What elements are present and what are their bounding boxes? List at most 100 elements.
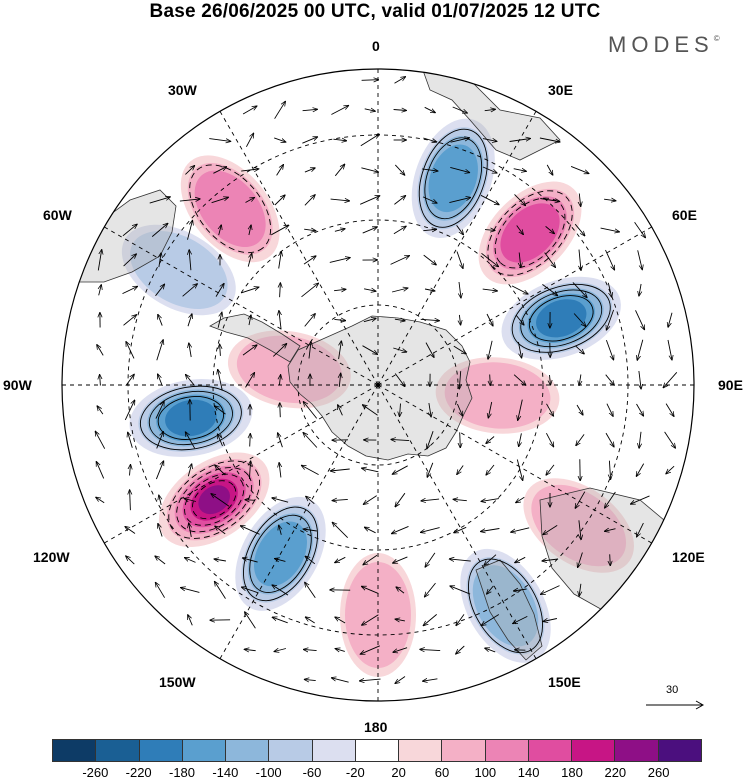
wind-vector [334, 164, 344, 177]
wind-vector [541, 585, 560, 595]
wind-vector [187, 220, 193, 240]
height-contour [528, 295, 594, 342]
wind-vector [576, 404, 583, 415]
height-contour [243, 506, 318, 602]
height-contour [168, 460, 261, 539]
wind-vector [511, 285, 528, 294]
wind-vector [271, 225, 288, 236]
wind-vector [335, 617, 346, 624]
colorbar-swatch [485, 740, 529, 761]
wind-vector [393, 110, 407, 111]
wind-vector [391, 288, 408, 293]
wind-vector [242, 587, 259, 594]
wind-vector [185, 558, 196, 563]
wind-vector [218, 369, 223, 391]
wind-vector [456, 614, 465, 625]
wind-vector [304, 314, 316, 327]
wind-vector [393, 347, 406, 352]
colorbar-swatch [53, 740, 97, 761]
wind-vector [576, 434, 585, 445]
wind-vector [394, 196, 405, 205]
wind-vector [517, 341, 521, 358]
wind-vector [249, 315, 251, 326]
wind-vector [450, 586, 471, 595]
modes-logo: MODES© [608, 32, 720, 58]
wind-vector [486, 464, 495, 475]
wind-vector [304, 679, 316, 680]
wind-vector [513, 615, 528, 623]
wind-vector [636, 463, 645, 477]
wind-vector [122, 224, 137, 237]
wind-vector [305, 556, 316, 565]
wind-vector [280, 403, 281, 418]
wind-vector [393, 647, 408, 653]
wind-vector [605, 432, 614, 447]
wind-vector [99, 285, 102, 296]
wind-vector [391, 439, 410, 440]
wind-vector [301, 465, 319, 475]
wind-vector [459, 314, 460, 325]
wind-vector [249, 461, 250, 480]
wind-vector [158, 314, 163, 326]
wind-vector [279, 525, 282, 535]
wind-vector [515, 314, 524, 325]
wind-vector [637, 339, 644, 360]
colorbar-tick-label: 20 [391, 765, 406, 780]
wind-vector [334, 289, 346, 290]
wind-vector [459, 371, 460, 389]
wind-vector [392, 525, 409, 533]
wind-vector [124, 400, 134, 421]
wind-vector [335, 649, 345, 652]
height-contour [249, 514, 312, 593]
wind-vector [573, 313, 586, 327]
wind-vector [279, 311, 281, 330]
colorbar-swatch [182, 740, 227, 761]
wind-vector [360, 196, 380, 205]
wind-vector [422, 196, 437, 203]
wind-vector [335, 556, 346, 562]
colorbar-tick-label: -60 [302, 765, 322, 780]
height-contour [494, 197, 566, 269]
wind-vector [240, 526, 260, 535]
wind-vector [188, 615, 193, 626]
wind-vector [639, 283, 641, 296]
colorbar-swatch [312, 740, 356, 761]
lon-label-90w: 90W [3, 377, 32, 393]
wind-vector [421, 499, 440, 501]
lon-label-150e: 150E [548, 674, 581, 690]
height-contour [192, 480, 237, 520]
wind-vector [97, 250, 101, 271]
colorbar-tick-label: -100 [255, 765, 282, 780]
pole-marker [376, 383, 380, 387]
anomaly-shading [472, 565, 539, 647]
wind-vector [309, 342, 311, 359]
wind-vector [155, 284, 165, 297]
wind-vector [100, 375, 101, 386]
wind-vector [550, 374, 551, 385]
wind-vector [425, 552, 436, 567]
wind-vector [423, 137, 436, 142]
wind-vector [181, 588, 200, 593]
wind-vector [244, 649, 256, 650]
wind-vector [361, 167, 378, 172]
reference-vector-label: 30 [666, 684, 679, 696]
wind-vector [423, 614, 437, 625]
wind-vector [96, 462, 105, 479]
wind-vector [579, 374, 581, 386]
wind-vector [429, 403, 431, 417]
wind-vector [330, 469, 350, 471]
wind-vector [490, 374, 491, 386]
map-disk [62, 69, 694, 701]
wind-vector [515, 556, 526, 562]
wind-vector [156, 340, 163, 361]
wind-vector [395, 676, 406, 684]
wind-vector [606, 309, 615, 330]
wind-vector [424, 289, 435, 291]
wind-vector [242, 558, 258, 563]
wind-vector [425, 342, 434, 358]
anomaly-shading [531, 484, 627, 567]
wind-vector [303, 529, 317, 531]
wind-vector [302, 109, 318, 110]
colorbar-tick-label: -180 [168, 765, 196, 780]
anomaly-shading [428, 144, 478, 213]
